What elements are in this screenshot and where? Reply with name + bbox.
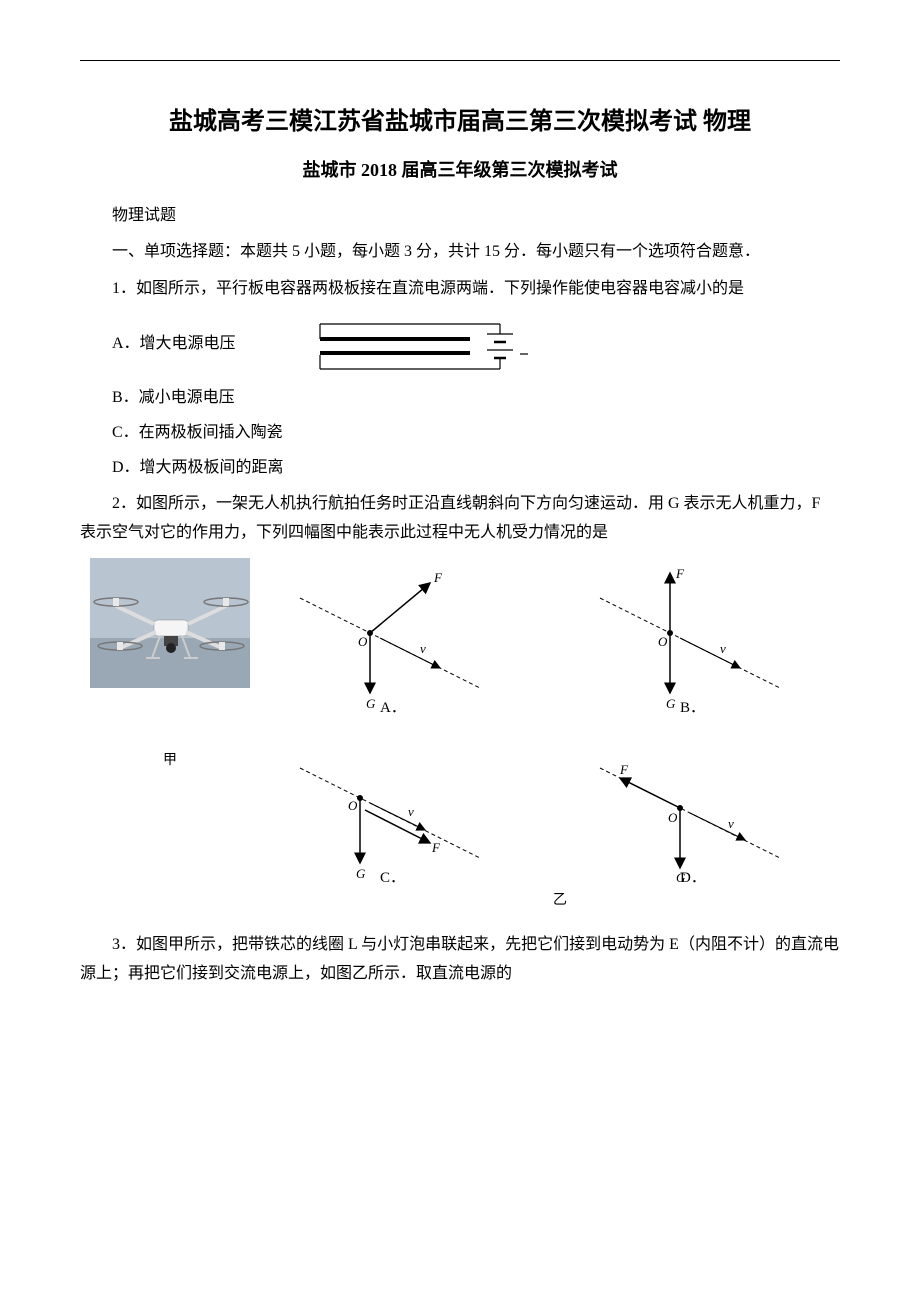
svg-text:v: v	[408, 804, 414, 819]
force-diagram-d: O F G v D．	[580, 728, 840, 888]
q1-option-b: B．减小电源电压	[80, 384, 840, 413]
svg-text:F: F	[431, 840, 441, 855]
q3-stem: 3．如图甲所示，把带铁芯的线圈 L 与小灯泡串联起来，先把它们接到电动势为 E（…	[80, 931, 840, 989]
svg-text:v: v	[728, 816, 734, 831]
svg-text:O: O	[668, 810, 678, 825]
svg-text:v: v	[720, 641, 726, 656]
svg-text:O: O	[348, 798, 358, 813]
label-O: O	[358, 634, 368, 649]
option-label-b: B．	[680, 695, 705, 722]
section-1-heading: 一、单项选择题：本题共 5 小题，每小题 3 分，共计 15 分．每小题只有一个…	[80, 238, 840, 267]
page-title: 盐城高考三模江苏省盐城市届高三第三次模拟考试 物理	[80, 101, 840, 144]
option-label-c: C．	[380, 865, 405, 892]
option-label-a: A．	[380, 695, 406, 722]
svg-text:F: F	[619, 762, 629, 777]
q1-option-d: D．增大两极板间的距离	[80, 454, 840, 483]
q1-option-c: C．在两极板间插入陶瓷	[80, 419, 840, 448]
q2-figure-area: 甲 O	[80, 558, 840, 921]
svg-text:F: F	[675, 566, 685, 581]
q2-caption-left: 甲	[163, 748, 177, 773]
top-border	[80, 60, 840, 61]
force-diagram-a: O F G v A．	[280, 558, 540, 718]
label-v: v	[420, 641, 426, 656]
drone-photo	[90, 558, 250, 688]
svg-text:G: G	[666, 696, 676, 711]
q1-stem: 1．如图所示，平行板电容器两极板接在直流电源两端．下列操作能使电容器电容减小的是	[80, 275, 840, 304]
force-diagram-c: O v F G C．	[280, 728, 540, 888]
q2-stem: 2．如图所示，一架无人机执行航拍任务时正沿直线朝斜向下方向匀速运动．用 G 表示…	[80, 490, 840, 548]
option-label-d: D．	[680, 865, 706, 892]
label-F: F	[433, 570, 443, 585]
svg-text:O: O	[658, 634, 668, 649]
exam-label: 物理试题	[80, 202, 840, 231]
force-diagrams: O F G v A．	[280, 558, 840, 921]
q1-option-a-row: A．增大电源电压	[80, 314, 840, 374]
label-G: G	[366, 696, 376, 711]
drone-photo-block: 甲	[80, 558, 260, 773]
q1-option-a: A．增大电源电压	[80, 330, 280, 359]
svg-text:G: G	[356, 866, 366, 881]
force-diagram-b: O F G v B．	[580, 558, 840, 718]
page-subtitle: 盐城市 2018 届高三年级第三次模拟考试	[80, 154, 840, 186]
capacitor-circuit-diagram	[280, 314, 540, 374]
q2-caption-right: 乙	[553, 888, 567, 921]
